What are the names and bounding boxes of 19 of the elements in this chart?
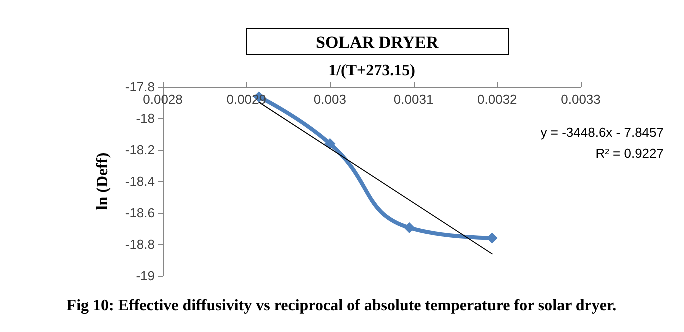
caption: Fig 10: Effective diffusivity vs reciprocal of absolute temperature for solar dryer. bbox=[66, 298, 617, 314]
annotation: y = -3448.6x - 7.8457 bbox=[540, 125, 664, 140]
y-tick-label: -18 bbox=[136, 111, 155, 126]
y-axis-title: ln (Deff) bbox=[94, 152, 112, 210]
text: R² = 0.9227 bbox=[596, 146, 664, 161]
y-tick-label: -19 bbox=[136, 268, 155, 284]
x-tick-label: 0.0032 bbox=[478, 92, 518, 107]
point bbox=[404, 222, 416, 234]
chart-title: SOLAR DRYER bbox=[316, 33, 440, 52]
y-tick-label: -17.8 bbox=[125, 80, 155, 94]
point bbox=[324, 138, 336, 150]
x-axis-title: 1/(T+273.15) bbox=[328, 62, 416, 80]
x-tick-label: 0.003 bbox=[314, 92, 346, 107]
y-tick-label: -18.8 bbox=[125, 237, 155, 252]
x-tick-label: 0.0033 bbox=[561, 92, 601, 107]
y-tick-label: -18.6 bbox=[125, 206, 155, 220]
y-tick-label: -18.4 bbox=[125, 174, 155, 189]
x-tick-label: 0.0031 bbox=[394, 92, 434, 107]
y-tick-label: -18.2 bbox=[125, 142, 155, 158]
